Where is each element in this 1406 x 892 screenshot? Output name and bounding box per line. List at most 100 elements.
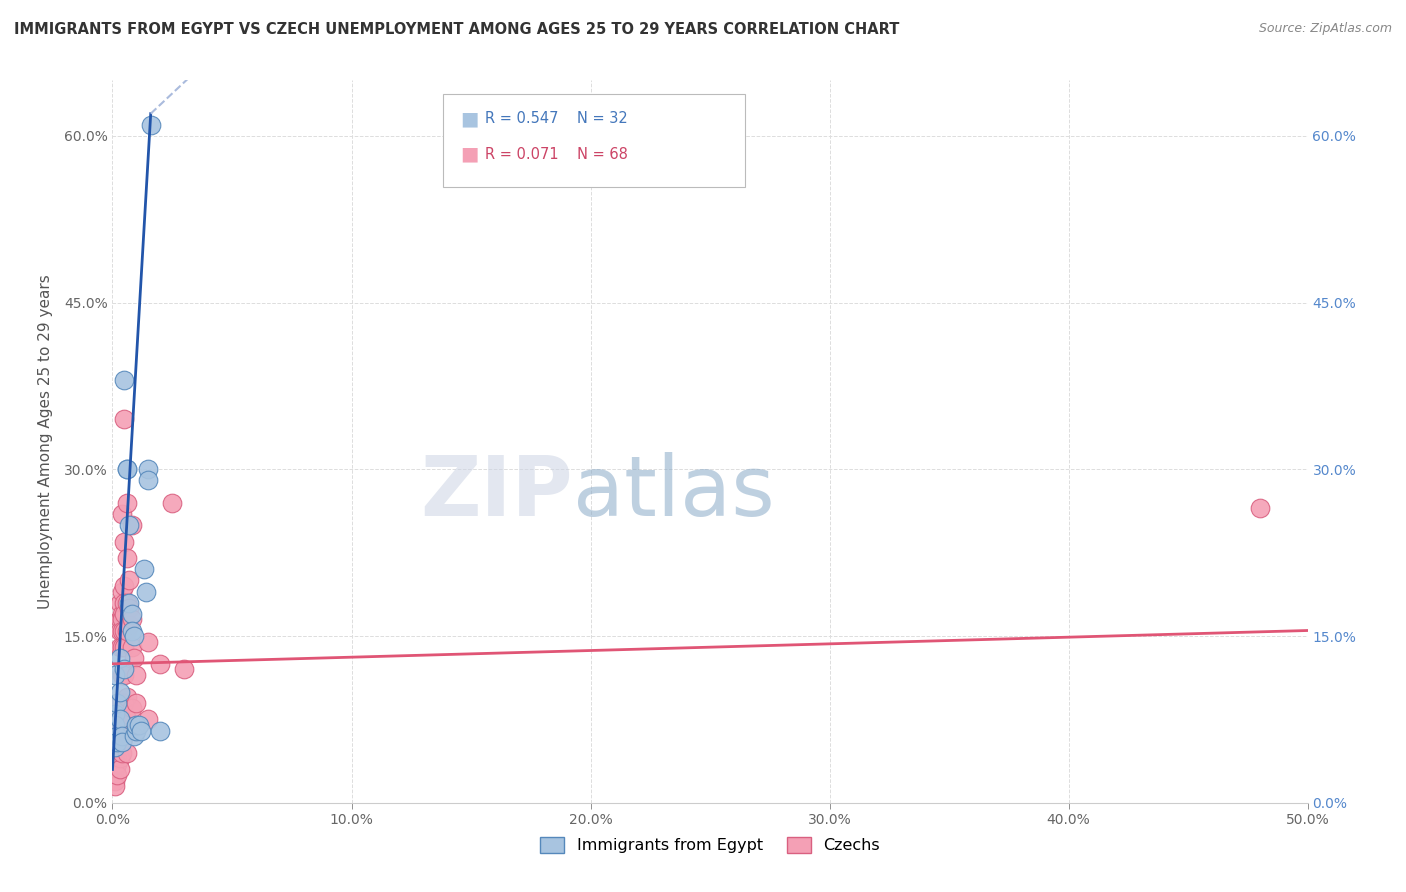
Point: [104, 718, 127, 732]
Point: [125, 718, 148, 732]
Point: [111, 729, 134, 743]
Point: [139, 118, 162, 132]
Point: [138, 474, 160, 488]
Text: ZIP: ZIP: [420, 451, 572, 533]
Point: [114, 696, 135, 710]
Point: [111, 624, 134, 638]
Point: [118, 596, 141, 610]
Point: [108, 624, 131, 638]
Text: IMMIGRANTS FROM EGYPT VS CZECH UNEMPLOYMENT AMONG AGES 25 TO 29 YEARS CORRELATIO: IMMIGRANTS FROM EGYPT VS CZECH UNEMPLOYM…: [14, 22, 900, 37]
Point: [129, 723, 152, 738]
Point: [115, 462, 138, 476]
Text: atlas: atlas: [572, 451, 775, 533]
Point: [104, 779, 127, 793]
Point: [108, 596, 131, 610]
Point: [108, 684, 131, 698]
Point: [122, 651, 145, 665]
Point: [105, 723, 128, 738]
Point: [105, 740, 128, 755]
Point: [1249, 501, 1271, 516]
Point: [108, 612, 131, 626]
Point: [118, 517, 141, 532]
Point: [108, 751, 131, 765]
Point: [108, 696, 131, 710]
Point: [149, 723, 172, 738]
Point: [118, 574, 141, 588]
Point: [121, 640, 143, 655]
Point: [114, 607, 135, 621]
Point: [105, 768, 128, 782]
Point: [115, 496, 138, 510]
Point: [115, 690, 138, 705]
Point: [104, 729, 127, 743]
Text: R = 0.071    N = 68: R = 0.071 N = 68: [485, 147, 628, 161]
Point: [122, 629, 145, 643]
Point: [114, 579, 135, 593]
Point: [108, 640, 131, 655]
Point: [111, 668, 134, 682]
Point: [115, 624, 138, 638]
Point: [104, 706, 127, 721]
Point: [108, 729, 131, 743]
Point: [105, 696, 128, 710]
Point: [135, 584, 157, 599]
Legend: Immigrants from Egypt, Czechs: Immigrants from Egypt, Czechs: [533, 830, 887, 860]
Point: [114, 640, 135, 655]
Point: [125, 668, 148, 682]
Point: [108, 713, 131, 727]
Point: [104, 718, 127, 732]
Y-axis label: Unemployment Among Ages 25 to 29 years: Unemployment Among Ages 25 to 29 years: [38, 274, 52, 609]
Point: [105, 729, 128, 743]
Point: [111, 718, 134, 732]
Point: [173, 662, 195, 676]
Point: [108, 651, 131, 665]
Point: [104, 773, 127, 788]
Point: [108, 763, 131, 777]
Point: [104, 740, 127, 755]
Point: [114, 373, 135, 387]
Point: [114, 412, 135, 426]
Point: [114, 668, 135, 682]
Point: [115, 596, 138, 610]
Point: [105, 734, 128, 748]
Point: [128, 718, 150, 732]
Point: [149, 657, 172, 671]
Point: [132, 562, 155, 576]
Point: [115, 713, 138, 727]
Point: [105, 751, 128, 765]
Point: [108, 718, 131, 732]
Point: [111, 584, 134, 599]
Point: [105, 734, 128, 748]
Point: [104, 734, 127, 748]
Point: [121, 607, 143, 621]
Point: [125, 723, 148, 738]
Point: [121, 624, 143, 638]
Point: [104, 668, 127, 682]
Point: [111, 713, 134, 727]
Point: [115, 746, 138, 760]
Text: Source: ZipAtlas.com: Source: ZipAtlas.com: [1258, 22, 1392, 36]
Point: [111, 507, 134, 521]
Point: [104, 763, 127, 777]
Point: [121, 517, 143, 532]
Point: [104, 740, 127, 755]
Point: [111, 607, 134, 621]
Point: [114, 596, 135, 610]
Point: [104, 751, 127, 765]
Text: R = 0.547    N = 32: R = 0.547 N = 32: [485, 112, 628, 126]
Point: [118, 618, 141, 632]
Point: [162, 496, 183, 510]
Point: [121, 701, 143, 715]
Point: [111, 640, 134, 655]
Point: [114, 729, 135, 743]
Point: [121, 612, 143, 626]
Point: [111, 746, 134, 760]
Point: [111, 734, 134, 748]
Point: [105, 756, 128, 771]
Point: [114, 534, 135, 549]
Text: ■: ■: [460, 109, 478, 128]
Point: [118, 601, 141, 615]
Point: [111, 734, 134, 748]
Point: [114, 662, 135, 676]
Point: [138, 634, 160, 648]
